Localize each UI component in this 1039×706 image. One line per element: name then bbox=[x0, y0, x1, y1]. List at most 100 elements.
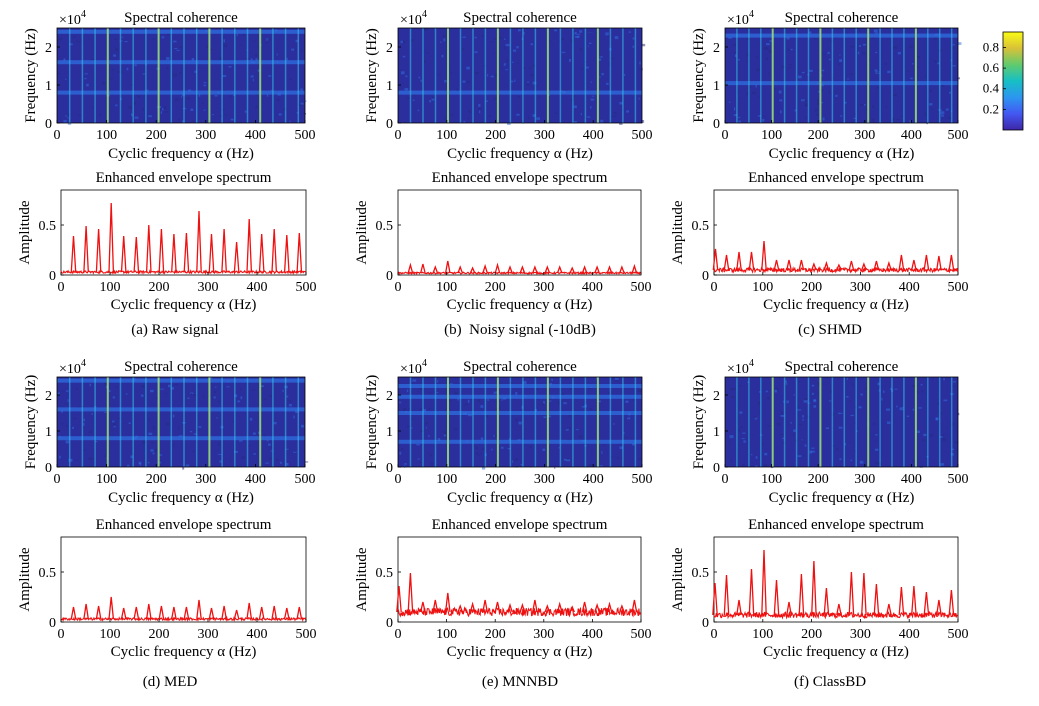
heatmap-noise bbox=[301, 424, 305, 428]
heatmap-noise bbox=[190, 431, 193, 433]
heatmap-noise bbox=[128, 106, 132, 109]
spectrum-xlabel: Cyclic frequency α (Hz) bbox=[447, 297, 593, 313]
heatmap-noise bbox=[150, 449, 154, 452]
heatmap-noise bbox=[488, 115, 491, 118]
spectrum-frame bbox=[713, 189, 959, 276]
heatmap-noise bbox=[838, 412, 843, 414]
xtick-label-300: 300 bbox=[534, 128, 555, 143]
heatmap-noise bbox=[789, 66, 792, 68]
heatmap-noise bbox=[416, 444, 420, 446]
heatmap-noise bbox=[845, 32, 848, 35]
heatmap-noise bbox=[131, 113, 133, 117]
heatmap-noise bbox=[793, 394, 795, 396]
exponent-power: 4 bbox=[81, 9, 86, 20]
xtick-label-200: 200 bbox=[485, 280, 506, 295]
heatmap-noise bbox=[477, 454, 480, 457]
heatmap-noise bbox=[560, 393, 565, 395]
heatmap-noise bbox=[570, 387, 573, 390]
heatmap-noise bbox=[916, 55, 920, 59]
heatmap-noise bbox=[835, 94, 838, 97]
heatmap-xlabel: Cyclic frequency α (Hz) bbox=[447, 146, 593, 162]
heatmap-noise bbox=[399, 69, 402, 71]
xtick-label-500: 500 bbox=[632, 472, 653, 487]
xtick-label-100: 100 bbox=[96, 472, 117, 487]
heatmap-noise bbox=[912, 408, 915, 411]
heatmap-noise bbox=[516, 113, 520, 116]
heatmap-noise bbox=[861, 52, 866, 55]
heatmap-noise bbox=[728, 37, 732, 39]
heatmap-noise bbox=[473, 445, 476, 447]
xtick-label-200: 200 bbox=[801, 627, 822, 642]
heatmap-noise bbox=[752, 91, 757, 94]
heatmap-noise bbox=[66, 390, 69, 392]
heatmap-noise bbox=[769, 40, 773, 42]
heatmap-noise bbox=[491, 448, 493, 451]
ytick-label-0: 0 bbox=[45, 117, 52, 132]
heatmap-noise bbox=[268, 443, 271, 446]
exponent-label: ×10 bbox=[727, 362, 749, 377]
heatmap-noise bbox=[933, 37, 937, 41]
heatmap-noise bbox=[957, 42, 962, 45]
xtick-label-500: 500 bbox=[948, 472, 969, 487]
heatmap-band-3 bbox=[398, 384, 642, 388]
heatmap-noise bbox=[148, 115, 152, 118]
heatmap-xlabel: Cyclic frequency α (Hz) bbox=[108, 146, 254, 162]
heatmap-band-0 bbox=[398, 90, 642, 95]
heatmap-noise bbox=[737, 91, 739, 94]
spectrum-line bbox=[60, 269, 306, 276]
spectrum-peak-13 bbox=[233, 241, 240, 273]
heatmap-noise bbox=[448, 400, 452, 402]
heatmap-noise bbox=[462, 36, 466, 38]
heatmap-noise bbox=[478, 107, 482, 110]
heatmap-noise bbox=[865, 108, 868, 111]
heatmap-noise bbox=[522, 381, 527, 384]
spectrum-peak-4 bbox=[120, 607, 127, 620]
heatmap-noise bbox=[581, 406, 586, 408]
heatmap-noise bbox=[503, 46, 506, 50]
heatmap-noise bbox=[881, 397, 883, 401]
xtick-label-500: 500 bbox=[631, 627, 652, 642]
heatmap-noise bbox=[462, 48, 465, 51]
heatmap-noise bbox=[536, 388, 539, 390]
heatmap-noise bbox=[91, 458, 96, 460]
heatmap-noise bbox=[468, 110, 471, 113]
heatmap-noise bbox=[60, 119, 62, 122]
heatmap-noise bbox=[152, 426, 155, 429]
heatmap-noise bbox=[628, 416, 630, 419]
spectrum-peak-1 bbox=[723, 254, 730, 271]
heatmap-noise bbox=[400, 40, 403, 44]
heatmap-noise bbox=[758, 410, 761, 414]
heatmap-noise bbox=[897, 100, 899, 103]
heatmap-noise bbox=[278, 113, 282, 116]
heatmap-noise bbox=[517, 96, 520, 98]
heatmap-noise bbox=[160, 111, 162, 114]
spectrum-peak-7 bbox=[798, 573, 805, 616]
heatmap-noise bbox=[536, 117, 540, 120]
heatmap-noise bbox=[579, 30, 583, 33]
heatmap-noise bbox=[147, 461, 150, 464]
heatmap-noise bbox=[300, 102, 304, 105]
heatmap-noise bbox=[599, 76, 601, 78]
heatmap-noise bbox=[561, 51, 566, 54]
heatmap-noise bbox=[793, 429, 797, 432]
heatmap-noise bbox=[947, 117, 951, 119]
heatmap-noise bbox=[808, 69, 813, 72]
xtick-label-0: 0 bbox=[58, 280, 65, 295]
heatmap-noise bbox=[463, 120, 466, 124]
xtick-label-100: 100 bbox=[436, 128, 457, 143]
xtick-label-100: 100 bbox=[436, 280, 457, 295]
heatmap-noise bbox=[102, 81, 106, 85]
heatmap-noise bbox=[124, 41, 128, 43]
heatmap-noise bbox=[493, 97, 498, 100]
heatmap-noise bbox=[940, 463, 945, 466]
heatmap-noise bbox=[581, 67, 584, 70]
heatmap-noise bbox=[159, 454, 163, 456]
heatmap-noise bbox=[256, 46, 258, 48]
heatmap-noise bbox=[241, 456, 246, 459]
heatmap-noise bbox=[417, 390, 419, 392]
spectrum-peak-2 bbox=[420, 601, 426, 613]
heatmap-noise bbox=[569, 426, 571, 430]
heatmap-noise bbox=[214, 386, 217, 388]
heatmap-noise bbox=[853, 117, 856, 119]
ytick-label-1: 1 bbox=[713, 79, 720, 94]
